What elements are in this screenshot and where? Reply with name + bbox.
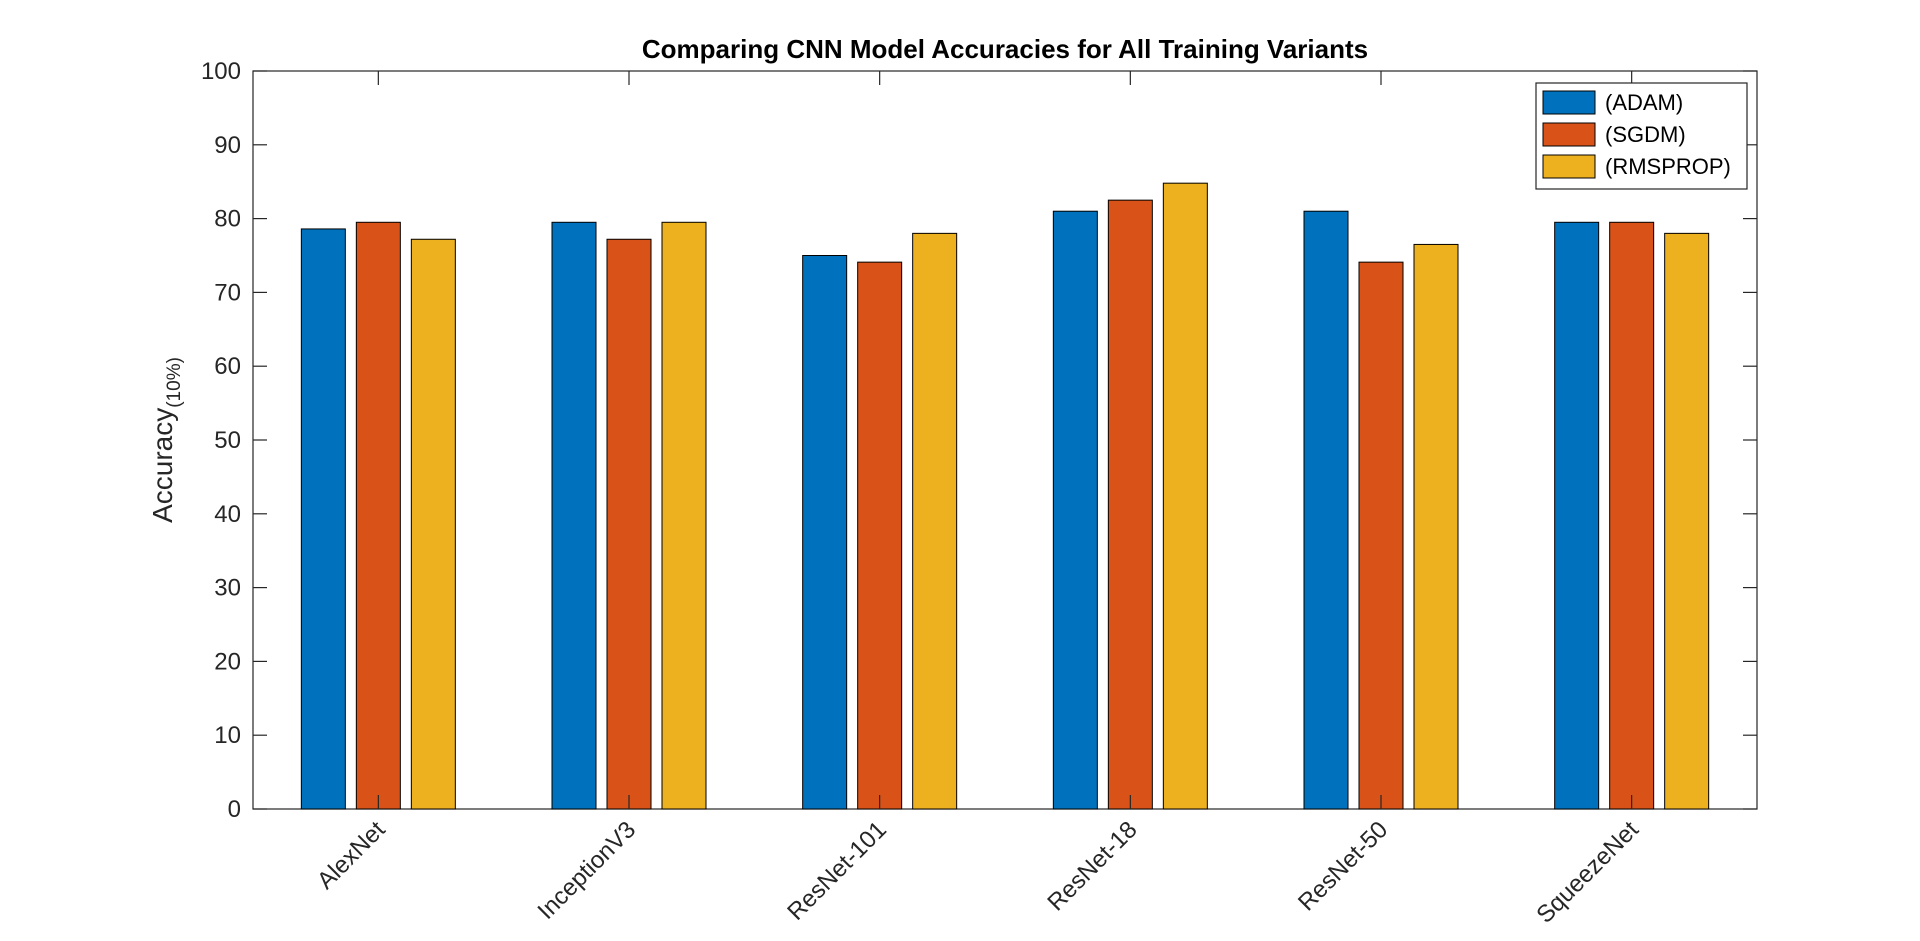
bar [802, 255, 848, 810]
bar [300, 228, 346, 810]
y-tick-label: 40 [214, 501, 241, 528]
bar [1052, 210, 1098, 810]
y-axis: 0 10 20 30 40 50 60 70 80 90 100 [201, 58, 1757, 823]
y-tick-label: 100 [201, 58, 241, 85]
bar [1554, 221, 1600, 810]
y-tick-label: 10 [214, 722, 241, 749]
bar [1358, 261, 1404, 810]
bar [661, 221, 707, 810]
bar [1107, 199, 1153, 810]
legend-swatch [1542, 90, 1596, 115]
legend-swatch [1542, 122, 1596, 147]
y-tick-label: 0 [228, 796, 241, 823]
y-axis-label: Accuracy(10%) [147, 357, 185, 523]
y-axis-label-main: Accuracy [147, 408, 178, 523]
bar [551, 221, 597, 810]
legend-entry-label: (SGDM) [1605, 122, 1686, 147]
y-tick-label: 20 [214, 648, 241, 675]
y-tick-label: 80 [214, 206, 241, 233]
bar [1609, 221, 1655, 810]
bars-group [300, 182, 1710, 810]
bar [606, 238, 652, 810]
legend-entry-label: (ADAM) [1605, 90, 1683, 115]
y-tick-label: 90 [214, 132, 241, 159]
legend-swatch [1542, 154, 1596, 179]
legend: (ADAM) (SGDM) (RMSPROP) [1535, 82, 1748, 190]
y-tick-label: 70 [214, 279, 241, 306]
bar [1162, 182, 1208, 810]
y-tick-label: 60 [214, 353, 241, 380]
bar [1413, 243, 1459, 810]
chart-title: Comparing CNN Model Accuracies for All T… [642, 34, 1368, 64]
y-axis-label-subscript: (10%) [164, 357, 185, 408]
y-tick-label: 50 [214, 427, 241, 454]
y-tick-label: 30 [214, 575, 241, 602]
legend-entry-label: (RMSPROP) [1605, 154, 1731, 179]
bar [355, 221, 401, 810]
bar [857, 261, 903, 810]
bar [912, 232, 958, 810]
bar [1664, 232, 1710, 810]
bar [1303, 210, 1349, 810]
bar [410, 238, 456, 810]
